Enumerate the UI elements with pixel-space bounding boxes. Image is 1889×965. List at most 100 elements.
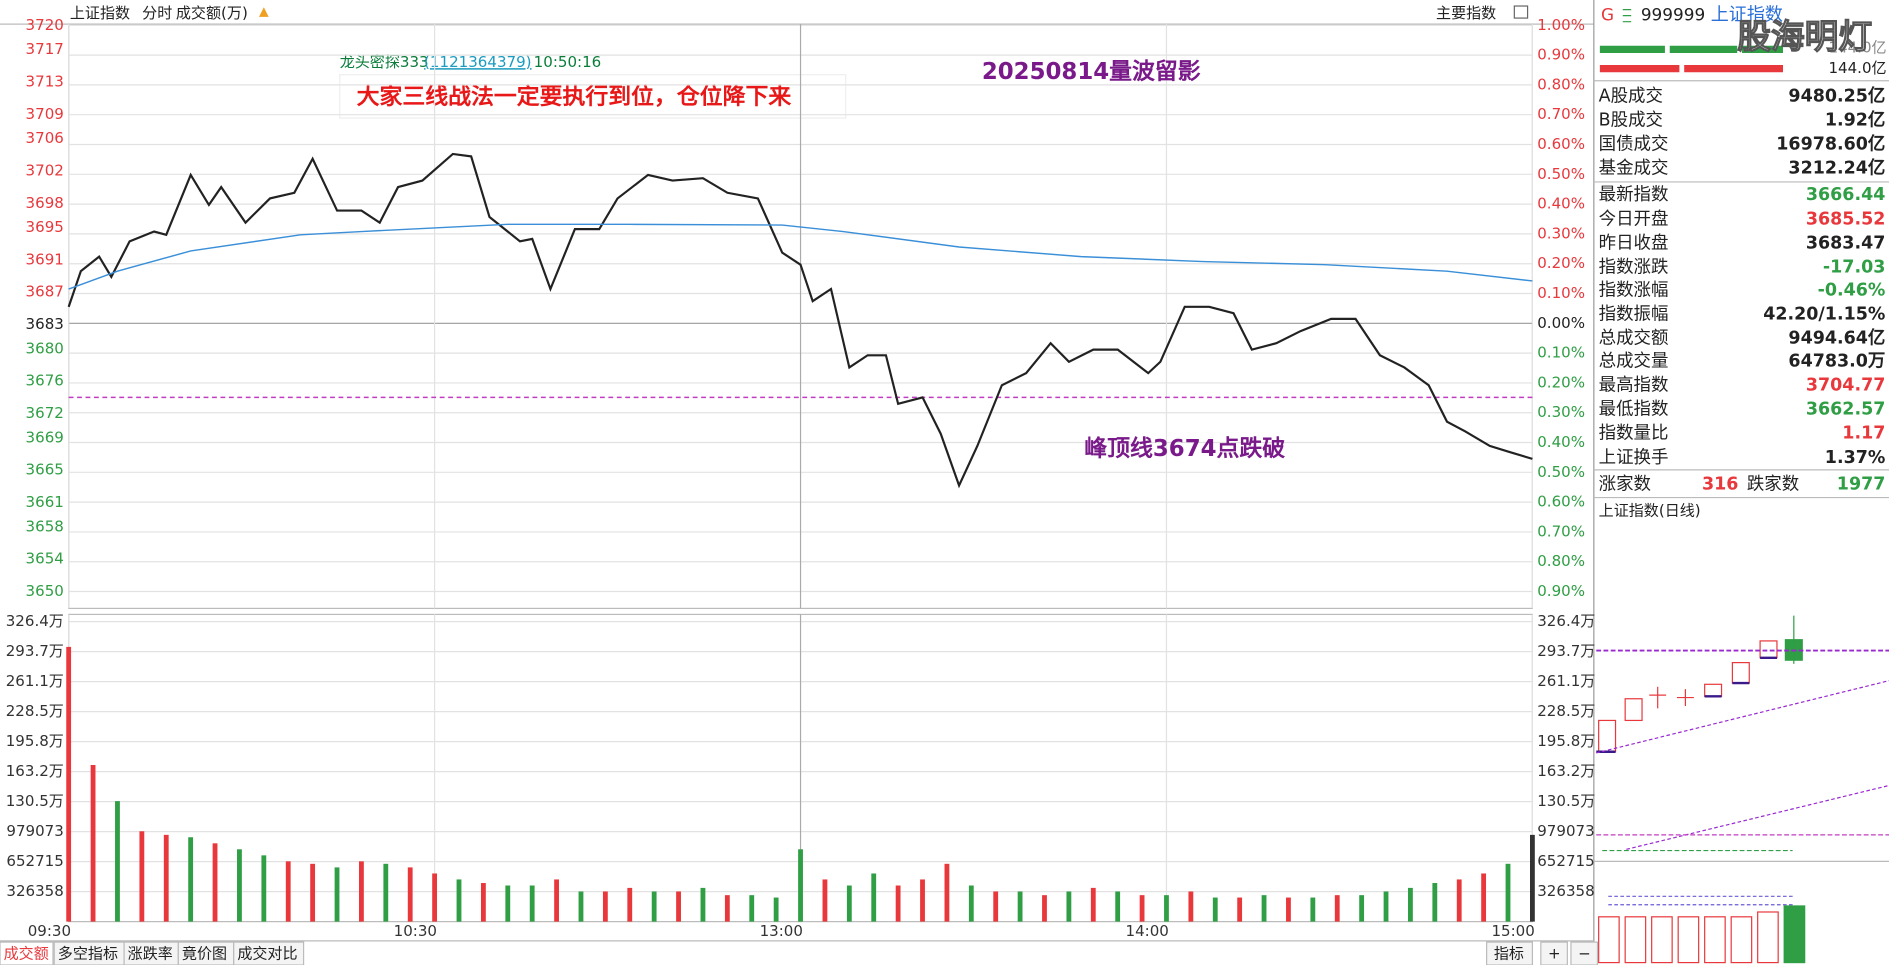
breadth-value: 316 [1702, 474, 1738, 494]
volume-bar [1432, 883, 1438, 922]
volume-bar [1212, 897, 1218, 922]
volume-bar [407, 867, 413, 922]
menu-icon[interactable] [1622, 9, 1632, 23]
volume-bar [237, 849, 242, 922]
tab[interactable] [1540, 941, 1568, 965]
tab[interactable] [0, 941, 54, 965]
y2-tick-label: 293.7万 [1537, 642, 1595, 660]
volume-bar [1286, 897, 1291, 922]
y2-tick-label: 0.30% [1537, 403, 1585, 421]
y-tick-label: 261.1万 [6, 672, 64, 690]
tab-label[interactable]: 指标 [1494, 945, 1524, 963]
y2-tick-label: 0.10% [1537, 344, 1585, 362]
toolbar-label[interactable]: 上证指数 [70, 4, 130, 22]
tab[interactable] [1486, 941, 1534, 965]
y-tick-label: 3654 [26, 550, 64, 568]
volume-bar [1237, 897, 1243, 922]
daily-title: 上证指数(日线) [1599, 501, 1701, 519]
volume-bar [822, 879, 828, 922]
toolbar-label[interactable]: 成交额(万) [176, 4, 248, 22]
y-tick-label: 163.2万 [6, 762, 64, 780]
toolbar-icon[interactable] [1513, 5, 1529, 19]
volume-bar [895, 885, 901, 922]
toolbar-label[interactable]: 分时 [142, 4, 172, 22]
y2-tick-label: 326358 [1537, 882, 1594, 900]
quote-value: 1.92亿 [1825, 109, 1886, 130]
tab[interactable] [1570, 941, 1599, 965]
quote-amount: 144.0亿 [1828, 59, 1886, 77]
y2-tick-label: 195.8万 [1537, 732, 1595, 750]
tab-label[interactable]: 竟价图 [182, 945, 227, 963]
quote-label: B股成交 [1599, 110, 1663, 130]
x-tick-label: 14:00 [1126, 922, 1169, 940]
message-box [339, 74, 847, 119]
volume-bar [432, 873, 438, 922]
y2-tick-label: 0.50% [1537, 165, 1585, 183]
volume-bar [1066, 891, 1072, 922]
quote-label: 指数涨跌 [1599, 257, 1669, 277]
tab-label[interactable]: 成交额 [4, 945, 49, 963]
y2-tick-label: 0.30% [1537, 224, 1585, 242]
volume-bar [261, 855, 267, 922]
quote-label: 上证换手 [1599, 448, 1669, 468]
quote-value: 9480.25亿 [1788, 85, 1885, 106]
volume-bar [968, 885, 974, 922]
quote-label: 今日开盘 [1599, 209, 1669, 229]
message-sender-id[interactable]: (1121364379) [424, 53, 531, 71]
y-tick-label: 3695 [26, 218, 64, 236]
tab[interactable] [233, 941, 305, 965]
volume-bar [944, 863, 950, 922]
volume-bar [529, 885, 535, 922]
quote-value: 3704.77 [1806, 376, 1885, 396]
volume-bar [846, 885, 852, 922]
toolbar-right[interactable]: 主要指数 [1436, 4, 1496, 22]
tab-bar: 成交额 多空指标 涨跌率 竟价图 成交对比 指标 + − [0, 941, 1599, 965]
quote-value: 64783.0万 [1788, 351, 1885, 371]
volume-bar [1115, 891, 1121, 922]
y2-tick-label: 0.40% [1537, 433, 1585, 451]
y-tick-label: 3669 [26, 428, 64, 446]
watermark: 股海明灯 [1737, 17, 1872, 56]
price-line [67, 152, 1533, 489]
y-tick-label: 195.8万 [6, 732, 64, 750]
quote-label: 指数量比 [1599, 424, 1669, 444]
quote-value: -17.03 [1823, 257, 1885, 277]
volume-bar [578, 891, 584, 922]
quote-value: 42.20/1.15% [1763, 304, 1885, 324]
tab-label[interactable]: + [1548, 945, 1561, 963]
quote-value: 3685.52 [1806, 209, 1885, 229]
volume-bar [1529, 834, 1535, 922]
tab-label[interactable]: − [1578, 945, 1591, 963]
y-tick-label: 3676 [26, 372, 64, 390]
y-tick-label: 979073 [6, 822, 63, 840]
breadth-label: 跌家数 [1747, 474, 1799, 494]
volume-bar [334, 867, 340, 922]
y-tick-label: 3661 [26, 493, 64, 511]
y2-tick-label: 0.60% [1537, 135, 1585, 153]
toolbar-icon[interactable] [259, 7, 269, 17]
quote-label: 最高指数 [1599, 376, 1669, 396]
message-sender: 龙头密探333 [340, 53, 429, 71]
tab-label[interactable]: 多空指标 [58, 945, 118, 963]
y-tick-label: 3717 [26, 40, 64, 58]
x-tick-label: 15:00 [1491, 922, 1534, 940]
quote-label: 最新指数 [1599, 185, 1669, 205]
annotation: 20250814量波留影 [982, 59, 1201, 85]
volume-bar [749, 895, 755, 922]
volume-bar [993, 891, 999, 922]
volume-bar [1408, 887, 1413, 922]
tab-label[interactable]: 涨跌率 [128, 945, 173, 963]
tab-label[interactable]: 成交对比 [237, 945, 297, 963]
volume-bar [1481, 873, 1487, 922]
volume-bar [871, 873, 877, 922]
y-tick-label: 652715 [6, 852, 63, 870]
quote-value: 3666.44 [1806, 185, 1885, 205]
y-tick-label: 3672 [26, 404, 64, 422]
volume-bar [676, 891, 681, 922]
y-tick-label: 3720 [26, 16, 64, 34]
quote-label: 总成交量 [1599, 351, 1669, 371]
volume-bar [505, 885, 511, 922]
x-tick-label: 09:30 [28, 922, 71, 940]
